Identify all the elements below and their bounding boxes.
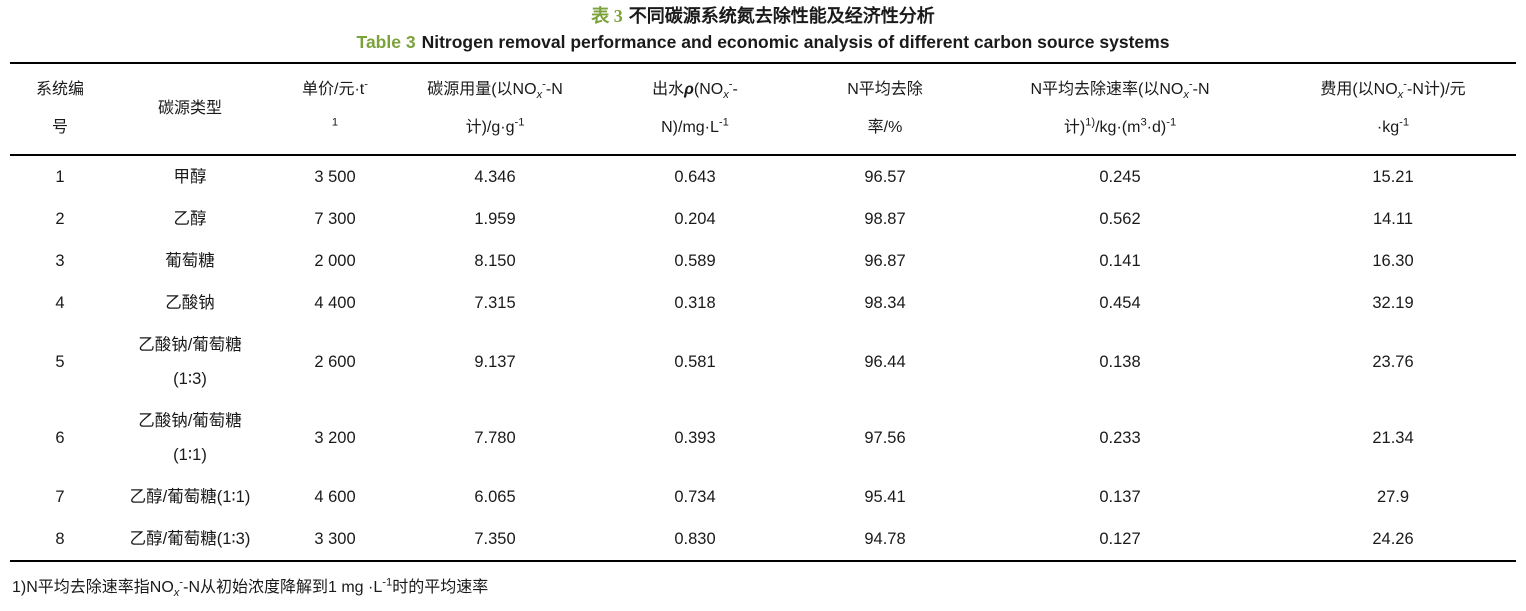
table-cell: 3 300 xyxy=(314,530,356,548)
table-cell: 5 xyxy=(55,353,65,371)
table-row: 6 乙酸钠/葡萄糖 (1∶1) 3 200 7.780 0.393 97.56 0… xyxy=(10,400,1516,476)
table-cell: 21.34 xyxy=(1372,429,1414,447)
table-cell: 96.57 xyxy=(864,168,906,186)
table-cell: 3 xyxy=(55,252,65,270)
table-cell: 94.78 xyxy=(864,530,906,548)
table-cell: 乙酸钠 xyxy=(165,294,215,312)
table-cell: 葡萄糖 xyxy=(165,252,215,270)
col-header-unit-price: 单价/元·t- 1 xyxy=(270,63,400,156)
table-cell: 7.350 xyxy=(474,530,516,548)
table-cell: 6 xyxy=(55,429,65,447)
table-row: 1 甲醇 3 500 4.346 0.643 96.57 0.245 15.21 xyxy=(10,155,1516,198)
table-cell: 0.141 xyxy=(1099,252,1141,270)
table-cell: 0.581 xyxy=(674,353,716,371)
table-cell: 27.9 xyxy=(1376,488,1410,506)
table-cell: 0.127 xyxy=(1099,530,1141,548)
table-cell: 7.315 xyxy=(474,294,516,312)
table-cell: 乙酸钠/葡萄糖 (1∶3) xyxy=(138,336,242,388)
table-cell: 0.233 xyxy=(1099,429,1141,447)
table-caption-en: Table 3 Nitrogen removal performance and … xyxy=(0,29,1526,56)
table-cell: 乙醇 xyxy=(173,210,207,228)
table-cell: 2 xyxy=(55,210,65,228)
table-cell: 4 600 xyxy=(314,488,356,506)
table-footnote: 1)N平均去除速率指NOx--N从初始浓度降解到1 mg ·L-1时的平均速率 xyxy=(12,576,489,600)
table-cell: 6.065 xyxy=(474,488,516,506)
table-cell: 2 000 xyxy=(314,252,356,270)
table-cell: 0.830 xyxy=(674,530,716,548)
table-cell: 0.589 xyxy=(674,252,716,270)
table-cell: 14.11 xyxy=(1372,210,1414,228)
table-cell: 0.137 xyxy=(1099,488,1141,506)
table-cell: 乙酸钠/葡萄糖 (1∶1) xyxy=(138,412,242,464)
table-cell: 3 200 xyxy=(314,429,356,447)
table-cell: 4 xyxy=(55,294,65,312)
table-cell: 0.393 xyxy=(674,429,716,447)
table-cell: 97.56 xyxy=(864,429,906,447)
table-row: 8 乙醇/葡萄糖(1∶3) 3 300 7.350 0.830 94.78 0.… xyxy=(10,518,1516,561)
table-cell: 98.34 xyxy=(864,294,906,312)
col-header-system-id: 系统编号 xyxy=(10,63,110,156)
table-cell: 2 600 xyxy=(314,353,356,371)
data-table: 系统编号 碳源类型 单价/元·t- 1 碳源用量(以NOx--N 计)/g·g-1 … xyxy=(10,62,1516,562)
table-cell: 7.780 xyxy=(474,429,516,447)
table-cell: 23.76 xyxy=(1372,353,1414,371)
table-row: 5 乙酸钠/葡萄糖 (1∶3) 2 600 9.137 0.581 96.44 0… xyxy=(10,324,1516,400)
table-cell: 32.19 xyxy=(1372,294,1414,312)
table-cell: 乙醇/葡萄糖(1∶3) xyxy=(129,530,251,548)
table-cell: 24.26 xyxy=(1372,530,1414,548)
table-cell: 7 xyxy=(55,488,65,506)
table-cell: 96.44 xyxy=(864,353,906,371)
col-header-carbon-source-type: 碳源类型 xyxy=(110,63,270,156)
col-header-n-avg-removal-rate: N平均去除 率/% xyxy=(800,63,970,156)
table-cell: 16.30 xyxy=(1372,252,1414,270)
table-cell: 0.318 xyxy=(674,294,716,312)
table-cell: 1.959 xyxy=(474,210,516,228)
table-number-zh: 表 3 xyxy=(591,6,623,26)
table-cell: 8.150 xyxy=(474,252,516,270)
col-header-carbon-dosage: 碳源用量(以NOx--N 计)/g·g-1 xyxy=(400,63,590,156)
table-cell: 0.204 xyxy=(674,210,716,228)
col-header-n-avg-removal-velocity: N平均去除速率(以NOx--N 计)1)/kg·(m3·d)-1 xyxy=(970,63,1270,156)
table-cell: 0.734 xyxy=(674,488,716,506)
table-cell: 8 xyxy=(55,530,65,548)
table-cell: 0.643 xyxy=(674,168,716,186)
table-cell: 95.41 xyxy=(864,488,906,506)
table-caption-en-text: Nitrogen removal performance and economi… xyxy=(421,32,1170,52)
table-row: 7 乙醇/葡萄糖(1∶1) 4 600 6.065 0.734 95.41 0.… xyxy=(10,476,1516,518)
col-header-effluent-concentration: 出水ρ(NOx-- N)/mg·L-1 xyxy=(590,63,800,156)
table-caption-zh-text: 不同碳源系统氮去除性能及经济性分析 xyxy=(628,6,935,26)
table-cell: 0.138 xyxy=(1099,353,1141,371)
table-caption-zh: 表 3 不同碳源系统氮去除性能及经济性分析 xyxy=(0,0,1526,29)
table-cell: 15.21 xyxy=(1372,168,1414,186)
table-cell: 96.87 xyxy=(864,252,906,270)
table-cell: 3 500 xyxy=(314,168,356,186)
table-cell: 0.562 xyxy=(1099,210,1141,228)
table-cell: 4 400 xyxy=(314,294,356,312)
table-row: 2 乙醇 7 300 1.959 0.204 98.87 0.562 14.11 xyxy=(10,198,1516,240)
table-number-en: Table 3 xyxy=(356,32,416,52)
table-cell: 7 300 xyxy=(314,210,356,228)
table-header-row: 系统编号 碳源类型 单价/元·t- 1 碳源用量(以NOx--N 计)/g·g-1 … xyxy=(10,63,1516,156)
table-cell: 0.245 xyxy=(1099,168,1141,186)
table-row: 4 乙酸钠 4 400 7.315 0.318 98.34 0.454 32.1… xyxy=(10,282,1516,324)
table-cell: 乙醇/葡萄糖(1∶1) xyxy=(129,488,251,506)
table-cell: 4.346 xyxy=(474,168,516,186)
col-header-cost: 费用(以NOx--N计)/元 ·kg-1 xyxy=(1270,63,1516,156)
table-row: 3 葡萄糖 2 000 8.150 0.589 96.87 0.141 16.3… xyxy=(10,240,1516,282)
table-cell: 98.87 xyxy=(864,210,906,228)
table-cell: 1 xyxy=(55,168,65,186)
table-cell: 0.454 xyxy=(1099,294,1141,312)
table-cell: 甲醇 xyxy=(173,168,207,186)
table-cell: 9.137 xyxy=(474,353,516,371)
